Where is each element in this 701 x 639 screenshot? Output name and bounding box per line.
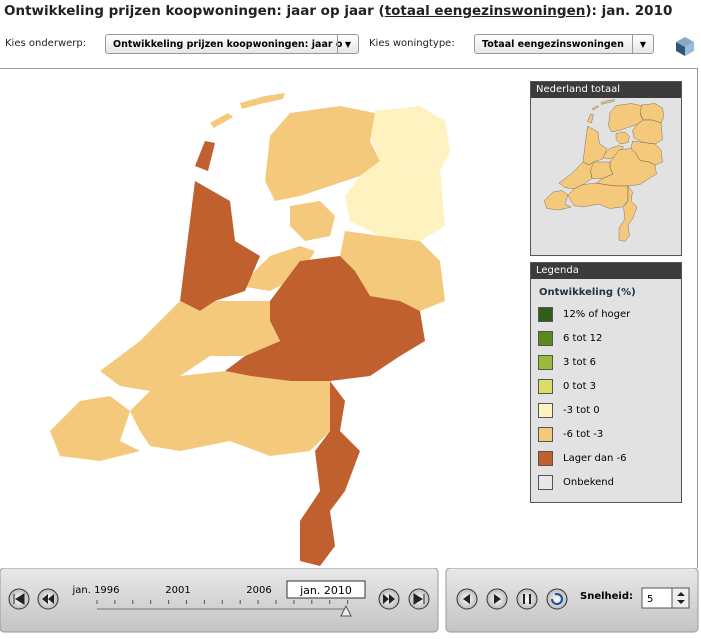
legend-swatch[interactable]	[538, 474, 553, 490]
play[interactable]	[486, 588, 508, 610]
legend-swatch[interactable]	[538, 306, 553, 322]
legend-title: Legenda	[531, 263, 681, 279]
fast-forward[interactable]	[378, 588, 400, 610]
legend-item: 0 tot 3	[531, 374, 681, 398]
step-back[interactable]	[456, 588, 478, 610]
slider-ticks	[96, 600, 349, 604]
title-link[interactable]: totaal eengezinswoningen	[384, 3, 586, 19]
legend-swatch[interactable]	[538, 450, 553, 466]
legend-label: Lager dan -6	[563, 452, 627, 464]
legend-swatch[interactable]	[538, 402, 553, 418]
housing-label: Kies woningtype:	[369, 38, 455, 49]
skip-end[interactable]	[408, 588, 430, 610]
dropdown-arrow: ▼	[337, 35, 358, 53]
legend-item: 3 tot 6	[531, 350, 681, 374]
legend-label: Onbekend	[563, 476, 614, 488]
legend-item: 12% of hoger	[531, 302, 681, 326]
legend-label: 0 tot 3	[563, 380, 597, 392]
speed-spinner[interactable]	[671, 587, 690, 609]
overview-map	[543, 99, 665, 242]
housing-select[interactable]: Totaal eengezinswoningen ▼	[474, 34, 654, 54]
legend-swatch[interactable]	[538, 426, 553, 442]
overview-title: Nederland totaal	[531, 82, 681, 98]
legend-item: Lager dan -6	[531, 446, 681, 470]
current-date-box	[286, 580, 366, 599]
loop[interactable]	[546, 588, 568, 610]
legend-swatch[interactable]	[538, 330, 553, 346]
current-date: jan. 2010	[299, 584, 352, 597]
subject-select[interactable]: Ontwikkeling prijzen koopwoningen: jaar …	[105, 34, 359, 54]
timeline-label: 2006	[246, 585, 271, 596]
legend-swatch[interactable]	[538, 354, 553, 370]
legend-panel: Legenda Ontwikkeling (%) 12% of hoger 6 t…	[530, 262, 682, 503]
slider-thumb[interactable]	[340, 604, 352, 617]
overview-panel: Nederland totaal	[530, 81, 682, 256]
legend-item: Onbekend	[531, 470, 681, 494]
title-text: ): jan. 2010	[585, 3, 673, 19]
legend-label: 3 tot 6	[563, 356, 597, 368]
legend-label: -6 tot -3	[563, 428, 604, 440]
timeline-label: 2001	[165, 585, 190, 596]
speed-label: Snelheid:	[580, 591, 633, 602]
skip-start[interactable]	[8, 588, 30, 610]
select-value: Totaal eengezinswoningen	[482, 39, 624, 50]
legend-label: 6 tot 12	[563, 332, 603, 344]
provinces	[49, 92, 451, 567]
subject-label: Kies onderwerp:	[5, 38, 87, 49]
speed-value: 5	[647, 594, 653, 605]
select-value: Ontwikkeling prijzen koopwoningen: jaar …	[113, 39, 343, 50]
pause[interactable]	[516, 588, 538, 610]
rewind[interactable]	[37, 588, 59, 610]
legend-subtitle: Ontwikkeling (%)	[539, 287, 636, 298]
legend-item: 6 tot 12	[531, 326, 681, 350]
cube-icon[interactable]	[673, 34, 697, 58]
map-area	[0, 68, 698, 568]
legend-item: -3 tot 0	[531, 398, 681, 422]
legend-swatch[interactable]	[538, 378, 553, 394]
bottom-bar: jan. 1996 2001 2006 jan. 2010 Snelheid: …	[0, 568, 699, 633]
title-text: Ontwikkeling prijzen koopwoningen: jaar …	[4, 3, 385, 19]
legend-items: 12% of hoger 6 tot 12 3 tot 6 0 tot 3 -3 tot…	[531, 302, 681, 494]
legend-item: -6 tot -3	[531, 422, 681, 446]
dropdown-arrow: ▼	[632, 35, 653, 53]
timeline-label: jan. 1996	[71, 585, 119, 596]
legend-label: -3 tot 0	[563, 404, 600, 416]
title: Ontwikkeling prijzen koopwoningen: jaar …	[4, 3, 672, 19]
legend-label: 12% of hoger	[563, 308, 631, 320]
